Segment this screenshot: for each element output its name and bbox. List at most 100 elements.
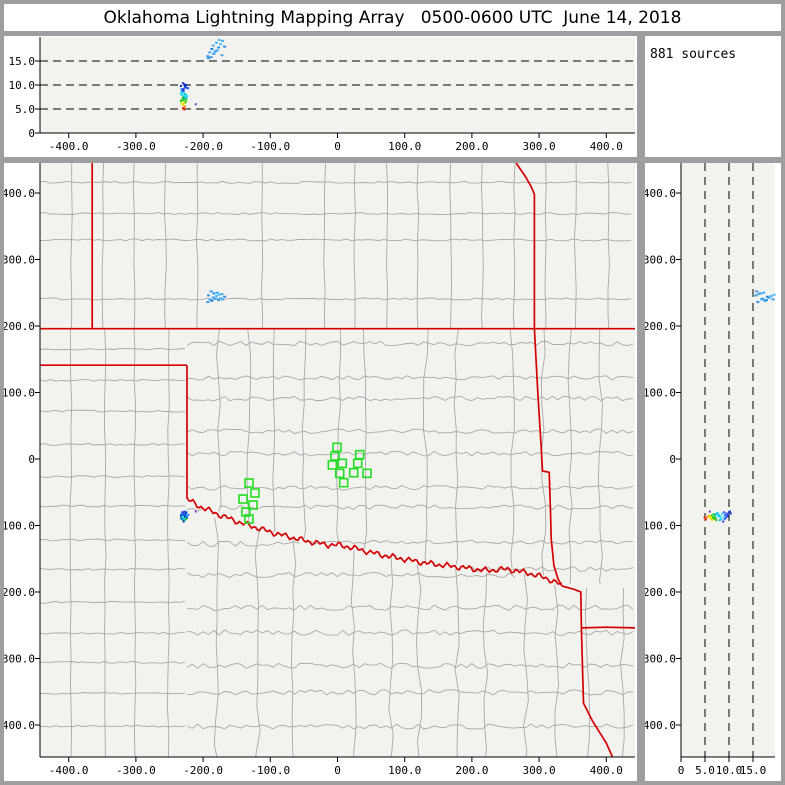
ns-altitude-panel[interactable]: 400.0 300.0 200.0 100.0 0 -100.0 -200.0 -300.0 -… (645, 163, 781, 781)
lma-station-marker (330, 451, 340, 461)
source-point (181, 82, 184, 85)
tick-label: -200.0 (4, 586, 35, 599)
tick-label: 100.0 (388, 140, 421, 153)
source-point (181, 519, 184, 522)
source-point (179, 514, 182, 517)
source-point (185, 96, 188, 99)
tick-label: 400.0 (590, 140, 623, 153)
source-point (179, 92, 182, 95)
plan-view-plot[interactable]: 400.0 300.0 200.0 100.0 0 -100.0 -200.0 -300.0 -… (4, 163, 637, 781)
tick-label: -100.0 (4, 520, 35, 533)
tick-label: 0 (28, 453, 35, 466)
window-title: Oklahoma Lightning Mapping Array 0500-06… (103, 7, 682, 28)
tick-label: -300.0 (116, 764, 156, 777)
source-point (182, 89, 185, 92)
lma-station-marker (244, 478, 254, 488)
source-point (703, 516, 706, 519)
source-point (771, 298, 775, 301)
source-point (209, 56, 213, 59)
source-point (185, 98, 188, 101)
tick-label: 100.0 (645, 387, 676, 400)
source-point (181, 511, 184, 514)
ns-altitude-plot[interactable]: 400.0 300.0 200.0 100.0 0 -100.0 -200.0 -300.0 -… (645, 163, 781, 781)
source-point (187, 513, 190, 516)
lma-station-marker (238, 494, 248, 504)
source-point (181, 94, 184, 97)
source-point (208, 51, 212, 54)
plan-view-panel[interactable]: 400.0 300.0 200.0 100.0 0 -100.0 -200.0 -300.0 -… (4, 163, 637, 781)
tick-label: -300.0 (645, 653, 676, 666)
tick-label: 0 (669, 453, 676, 466)
source-point (184, 512, 187, 515)
tick-label: -200.0 (183, 140, 223, 153)
source-point (185, 511, 188, 514)
source-point (215, 291, 219, 294)
axis-ticks (35, 163, 635, 762)
tick-label: 400.0 (4, 187, 35, 200)
source-point (219, 43, 223, 46)
source-point (182, 99, 185, 102)
sources-count-label: 881 sources (650, 47, 737, 62)
source-point (217, 293, 221, 296)
tick-label: 300.0 (645, 254, 676, 267)
source-point (713, 515, 716, 518)
station-markers (238, 442, 372, 524)
source-point (182, 87, 185, 90)
source-point (184, 101, 187, 104)
source-point (219, 297, 223, 300)
source-point (180, 90, 183, 93)
source-point (723, 511, 726, 514)
title-bar: Oklahoma Lightning Mapping Array 0500-06… (4, 4, 781, 31)
tick-label: 5.0 (695, 764, 715, 777)
plot-background (681, 163, 775, 757)
source-point (725, 516, 728, 519)
source-point (714, 517, 717, 520)
tick-label: 0 (334, 140, 341, 153)
source-point (179, 99, 182, 102)
tick-label: -300.0 (4, 653, 35, 666)
source-point (183, 105, 186, 108)
source-point (728, 511, 730, 514)
source-point (181, 515, 184, 518)
lma-station-marker (244, 514, 254, 524)
tick-label: -400.0 (645, 719, 676, 732)
source-point (772, 293, 776, 296)
tick-label: 15.0 (740, 764, 767, 777)
source-point (764, 299, 768, 302)
axis-labels: 400.0 300.0 200.0 100.0 0 -100.0 -200.0 -300.0 -… (645, 187, 766, 777)
source-point (725, 512, 728, 515)
source-point (182, 520, 185, 523)
source-point (180, 512, 183, 515)
axis-ticks (35, 37, 635, 138)
lma-station-marker (241, 507, 251, 517)
source-point (757, 293, 761, 296)
source-point (181, 96, 184, 99)
source-point (721, 512, 724, 515)
tick-label: -200.0 (183, 764, 223, 777)
source-point (708, 510, 711, 513)
tick-label: -400.0 (49, 764, 89, 777)
tick-label: -400.0 (49, 140, 89, 153)
ew-altitude-panel[interactable]: 0 5.0 10.0 15.0 -400.0 -300.0 -200.0 -100.0 0 100… (4, 36, 637, 157)
source-point (769, 295, 773, 298)
source-point (223, 45, 227, 48)
source-point (712, 516, 715, 519)
source-point (711, 519, 714, 522)
source-point (729, 512, 732, 515)
tick-label: 0 (28, 127, 35, 140)
source-point (208, 298, 212, 301)
source-point (183, 519, 186, 522)
ew-altitude-plot[interactable]: 0 5.0 10.0 15.0 -400.0 -300.0 -200.0 -100.0 0 100… (4, 36, 637, 157)
tick-label: 10.0 (9, 79, 36, 92)
source-point (709, 516, 712, 519)
tick-label: 300.0 (4, 254, 35, 267)
source-point (183, 97, 186, 100)
tick-label: -300.0 (116, 140, 156, 153)
grid-lines (704, 163, 754, 757)
source-point (712, 513, 715, 516)
source-point (211, 296, 215, 299)
source-point (181, 512, 184, 515)
source-point (187, 87, 190, 90)
source-point (765, 295, 769, 298)
source-point (220, 293, 224, 296)
